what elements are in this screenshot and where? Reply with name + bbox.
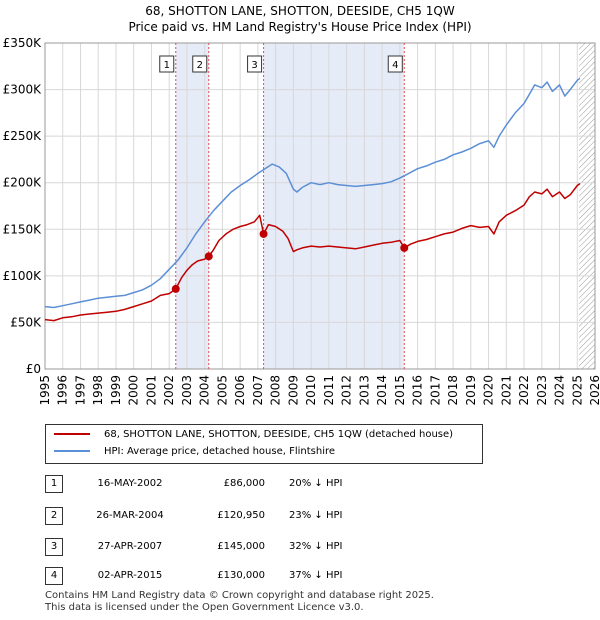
- x-tick-label: 2013: [357, 375, 371, 406]
- sale-label-text: 2: [197, 60, 203, 71]
- sale-number-badge: 4: [45, 567, 63, 585]
- legend-label-hpi: HPI: Average price, detached house, Flin…: [104, 446, 336, 457]
- sale-label-text: 4: [392, 60, 398, 71]
- x-tick-label: 2008: [269, 375, 283, 406]
- x-tick-label: 2002: [162, 375, 176, 406]
- x-tick-label: 2017: [428, 375, 442, 406]
- chart-subtitle: Price paid vs. HM Land Registry's House …: [128, 20, 472, 34]
- y-tick-label: £350K: [3, 36, 43, 50]
- x-tick-label: 2018: [446, 375, 460, 406]
- sale-label-text: 1: [164, 60, 170, 71]
- x-tick-label: 1995: [38, 375, 52, 406]
- sale-date: 26-MAR-2004: [96, 510, 164, 521]
- sale-label-box: [192, 55, 208, 73]
- y-tick-label: £200K: [3, 176, 43, 190]
- sale-point: [400, 243, 409, 252]
- x-tick-label: 2009: [286, 375, 300, 406]
- footer-license: This data is licensed under the Open Gov…: [45, 602, 364, 613]
- x-tick-label: 2026: [588, 375, 600, 406]
- y-tick-label: £50K: [10, 315, 42, 329]
- line-chart: £0 £50K £100K £150K £200K £250K £300K £350K 1995…: [3, 36, 600, 406]
- sale-date: 02-APR-2015: [97, 570, 163, 581]
- x-tick-label: 2005: [215, 375, 229, 406]
- sale-label-text: 3: [251, 60, 257, 71]
- sale-label-box: [247, 55, 263, 73]
- legend-swatch-property: [54, 433, 90, 435]
- legend-label-property: 68, SHOTTON LANE, SHOTTON, DEESIDE, CH5 …: [104, 429, 454, 440]
- x-tick-label: 2015: [393, 375, 407, 406]
- y-tick-label: £100K: [3, 269, 43, 283]
- sale-hpi-diff: 20% ↓ HPI: [289, 478, 343, 489]
- sale-date: 27-APR-2007: [97, 541, 163, 552]
- sale-label-box: [159, 55, 175, 73]
- sale-point: [204, 252, 213, 261]
- legend-item-property: 68, SHOTTON LANE, SHOTTON, DEESIDE, CH5 …: [54, 427, 453, 443]
- x-tick-label: 2024: [553, 375, 567, 406]
- shaded-period: [263, 43, 405, 369]
- chart-title: 68, SHOTTON LANE, SHOTTON, DEESIDE, CH5 …: [145, 4, 455, 18]
- property-price-line: [44, 182, 581, 322]
- x-tick-label: 2003: [180, 375, 194, 406]
- legend-item-hpi: HPI: Average price, detached house, Flin…: [54, 444, 335, 460]
- y-tick-label: £250K: [3, 129, 43, 143]
- sale-price: £130,000: [217, 570, 265, 581]
- x-tick-label: 2004: [198, 375, 212, 406]
- legend: 68, SHOTTON LANE, SHOTTON, DEESIDE, CH5 …: [45, 424, 483, 464]
- sale-point: [171, 284, 180, 293]
- footer-copyright: Contains HM Land Registry data © Crown c…: [45, 590, 434, 601]
- legend-swatch-hpi: [54, 450, 90, 452]
- x-tick-label: 2007: [251, 375, 265, 406]
- x-tick-label: 2023: [535, 375, 549, 406]
- hatched-forecast-area: [579, 43, 595, 369]
- sale-hpi-diff: 37% ↓ HPI: [289, 570, 343, 581]
- x-tick-label: 2021: [499, 375, 513, 406]
- sale-hpi-diff: 32% ↓ HPI: [289, 541, 343, 552]
- shaded-period: [175, 43, 209, 369]
- x-tick-label: 2006: [233, 375, 247, 406]
- y-tick-label: £150K: [3, 222, 43, 236]
- x-tick-label: 2010: [304, 375, 318, 406]
- x-tick-label: 1998: [91, 375, 105, 406]
- hpi-line: [44, 77, 581, 309]
- x-tick-label: 1997: [73, 375, 87, 406]
- sale-label-box: [387, 55, 403, 73]
- sale-price: £120,950: [217, 510, 265, 521]
- sale-price: £86,000: [223, 478, 265, 489]
- sale-number-badge: 1: [45, 475, 63, 493]
- x-tick-label: 2025: [570, 375, 584, 406]
- sale-number-badge: 3: [45, 538, 63, 556]
- x-tick-label: 2020: [482, 375, 496, 406]
- x-tick-label: 1999: [109, 375, 123, 406]
- x-tick-label: 2000: [127, 375, 141, 406]
- x-tick-label: 2019: [464, 375, 478, 406]
- y-tick-label: £300K: [3, 83, 43, 97]
- plot-border: [44, 42, 596, 370]
- sale-point: [259, 229, 268, 238]
- sale-date: 16-MAY-2002: [97, 478, 163, 489]
- x-tick-label: 2011: [322, 375, 336, 406]
- x-tick-label: 2001: [144, 375, 158, 406]
- sale-number-badge: 2: [45, 507, 63, 525]
- sale-price: £145,000: [217, 541, 265, 552]
- x-tick-label: 2014: [375, 375, 389, 406]
- x-tick-label: 2016: [411, 375, 425, 406]
- x-tick-label: 2022: [517, 375, 531, 406]
- x-tick-label: 1996: [56, 375, 70, 406]
- y-tick-label: £0: [26, 362, 41, 376]
- x-tick-label: 2012: [340, 375, 354, 406]
- sale-hpi-diff: 23% ↓ HPI: [289, 510, 343, 521]
